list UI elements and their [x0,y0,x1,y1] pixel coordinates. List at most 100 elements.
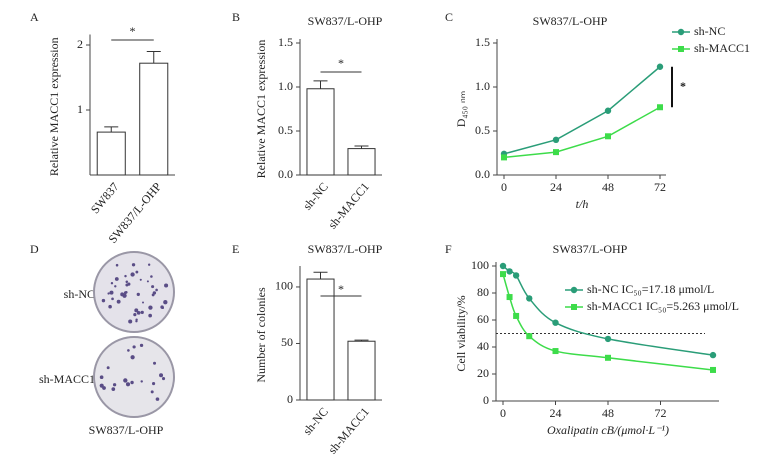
colony [110,281,114,285]
bar [306,88,335,176]
chart-title: SW837/L-OHP [553,242,628,256]
annotation: * [338,282,344,296]
y-tick-label: 1 [77,102,83,116]
y-axis-label: Cell viability/% [454,295,468,371]
x-tick-label: sh-NC [300,180,331,213]
colony [150,275,153,278]
colony [123,378,128,383]
colony [109,290,114,295]
x-tick-label: 72 [655,406,667,420]
colony [125,382,131,387]
y-tick-label: 0 [483,393,489,407]
colony [125,283,129,287]
colony [134,308,139,313]
colony [130,272,135,277]
bar [96,131,126,176]
point [605,354,611,361]
series-line [503,106,661,159]
point [506,268,513,275]
x-tick-label: SW837 [88,180,122,217]
series-line [503,66,661,155]
colony [152,382,156,386]
point [605,133,611,140]
point [604,107,612,114]
point [500,271,506,278]
point [657,104,663,111]
y-tick-label: 1.0 [475,79,490,93]
point [512,272,520,279]
colony [136,310,141,315]
colony [148,305,153,310]
panel-label: E [232,242,239,256]
colony [114,277,119,281]
legend-marker [570,286,578,294]
colony [135,270,139,274]
x-axis-label: t/h [576,197,589,211]
point [604,335,612,343]
x-tick-label: 48 [602,180,614,194]
colony [150,390,154,394]
colony [111,387,116,391]
error-bar [354,339,369,342]
colony [101,298,106,303]
point [552,136,560,143]
point [709,351,717,359]
colony [147,263,151,266]
y-tick-label: 20 [477,366,489,380]
colony [127,349,130,352]
bar [306,278,335,401]
chart-title: SW837/L-OHP [533,14,608,28]
y-tick-label: 0.0 [278,167,293,181]
point [710,366,716,373]
y-tick-label: 1.5 [278,35,293,49]
colony [152,291,157,295]
colony [132,345,136,349]
colony [148,313,152,318]
colony [153,361,157,365]
error-bar [313,80,328,89]
annotation: * [338,56,344,70]
y-axis-label: Relative MACC1 expression [47,37,61,176]
y-tick-label: 0.0 [475,167,490,181]
legend-marker [571,304,577,310]
x-tick-label: 24 [550,180,562,194]
colony [136,292,140,297]
colony [130,355,135,360]
colony [164,283,169,288]
point [553,149,559,156]
colony [139,278,142,281]
legend-label: sh-MACC1 [694,41,750,55]
point [499,262,507,270]
colony [161,377,166,381]
colony [124,274,127,278]
colony [130,380,134,385]
point [552,348,559,355]
colony [111,297,114,301]
panel-label: D [30,242,39,256]
error-bar [104,126,119,133]
colony [146,280,149,283]
point [513,312,520,319]
y-tick-label: 80 [477,285,489,299]
colony [99,375,104,380]
legend-marker [677,28,685,36]
colony [120,292,125,297]
bar [139,62,169,176]
y-tick-label: 50 [281,335,293,349]
error-bar [354,145,369,149]
y-axis-label: Relative MACC1 expression [254,40,268,179]
legend-label: sh-NC [694,24,725,38]
y-tick-label: 1.5 [475,35,490,49]
plate [93,251,175,333]
annotation: * [130,24,136,38]
colony [108,304,112,309]
colony [112,383,117,387]
colony [128,319,133,324]
colony [133,313,137,317]
colony [155,288,158,292]
plate [93,336,175,418]
colony [106,366,110,370]
annotation: * [680,79,686,93]
